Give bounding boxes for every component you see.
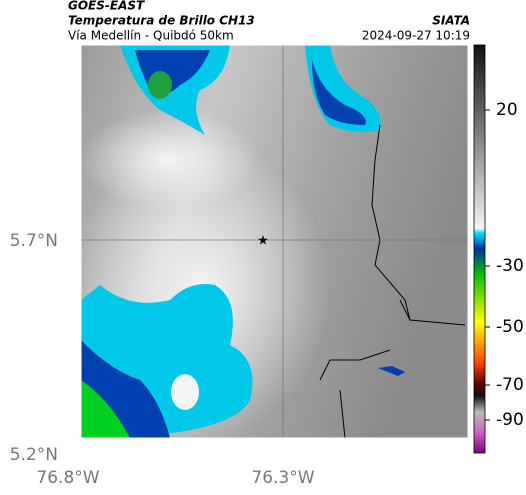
svg-text:★: ★	[257, 234, 269, 249]
satellite-image: ★	[81, 45, 468, 438]
lat-label: 5.7°N	[10, 231, 58, 251]
colorbar-tick-label: -90	[496, 410, 524, 430]
source: GOES-EAST	[68, 0, 145, 13]
title: Temperatura de Brillo CH13	[68, 14, 255, 28]
colorbar-tick-label: -70	[496, 375, 524, 395]
lon-label: 76.3°W	[251, 468, 314, 488]
lon-label: 76.8°W	[36, 468, 99, 488]
colorbar-ticks: 20 -30 -50 -70 -90	[485, 100, 524, 430]
colorbar-tick-label: -30	[496, 256, 524, 276]
colorbar-tick-label: 20	[496, 100, 518, 120]
subtitle: Vía Medellín - Quibdó 50km	[68, 29, 234, 43]
brand: SIATA	[432, 14, 470, 28]
colorbar-tick-label: -50	[496, 317, 524, 337]
colorbar	[473, 44, 486, 454]
map-frame	[80, 44, 469, 439]
timestamp: 2024-09-27 10:19	[362, 29, 470, 43]
lat-label: 5.2°N	[10, 445, 58, 465]
